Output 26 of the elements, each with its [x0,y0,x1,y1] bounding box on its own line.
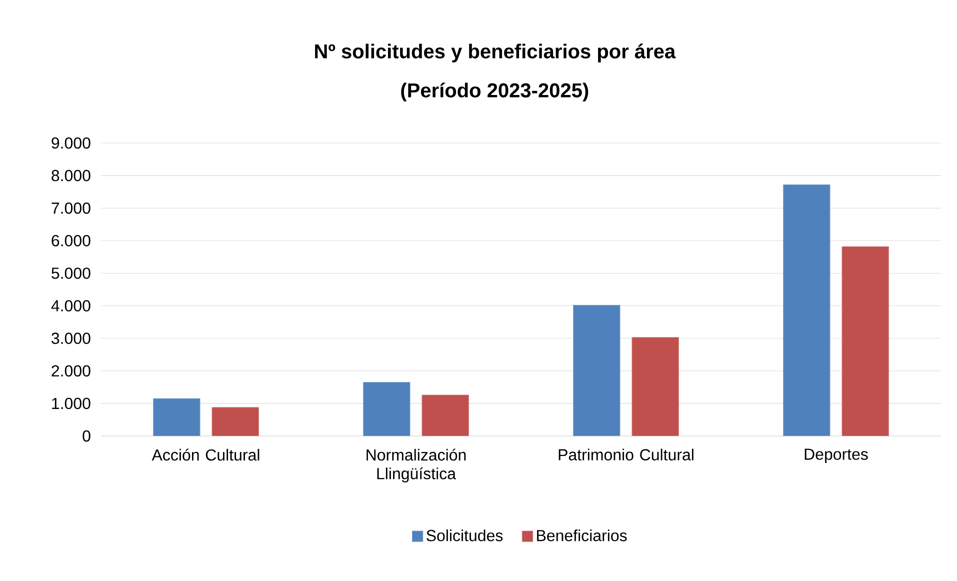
y-tick-label: 1.000 [52,398,90,410]
y-tick-label: 9.000 [52,137,90,149]
y-tick-label: 0 [82,430,90,442]
x-tick-label: Deportes [804,448,868,464]
y-tick-label: 8.000 [52,170,90,182]
y-tick-label: 7.000 [52,202,90,214]
bar [212,407,259,436]
y-tick-label: 3.000 [52,332,90,344]
y-tick-label: 5.000 [52,268,90,279]
bar [573,304,620,436]
x-tick-label: Acción Cultural [152,448,260,461]
bar [422,394,469,436]
y-tick-label: 6.000 [52,235,90,246]
x-tick-label: Patrimonio Cultural [558,448,694,460]
legend-label: Solicitudes [426,530,503,542]
legend-label: Beneficiarios [537,530,627,542]
chart-subtitle: (Período 2023-2025) [401,82,588,102]
y-tick-label: 2.000 [52,365,90,377]
bar [783,184,830,436]
chart-title: Nº solicitudes y beneficiarios por área [315,44,676,62]
bar [153,398,200,436]
bar [632,337,679,436]
bar [363,382,410,436]
y-tick-label: 4.000 [51,300,90,312]
bar [842,246,889,436]
x-tick-label: Normalización Llingüística [366,448,466,482]
